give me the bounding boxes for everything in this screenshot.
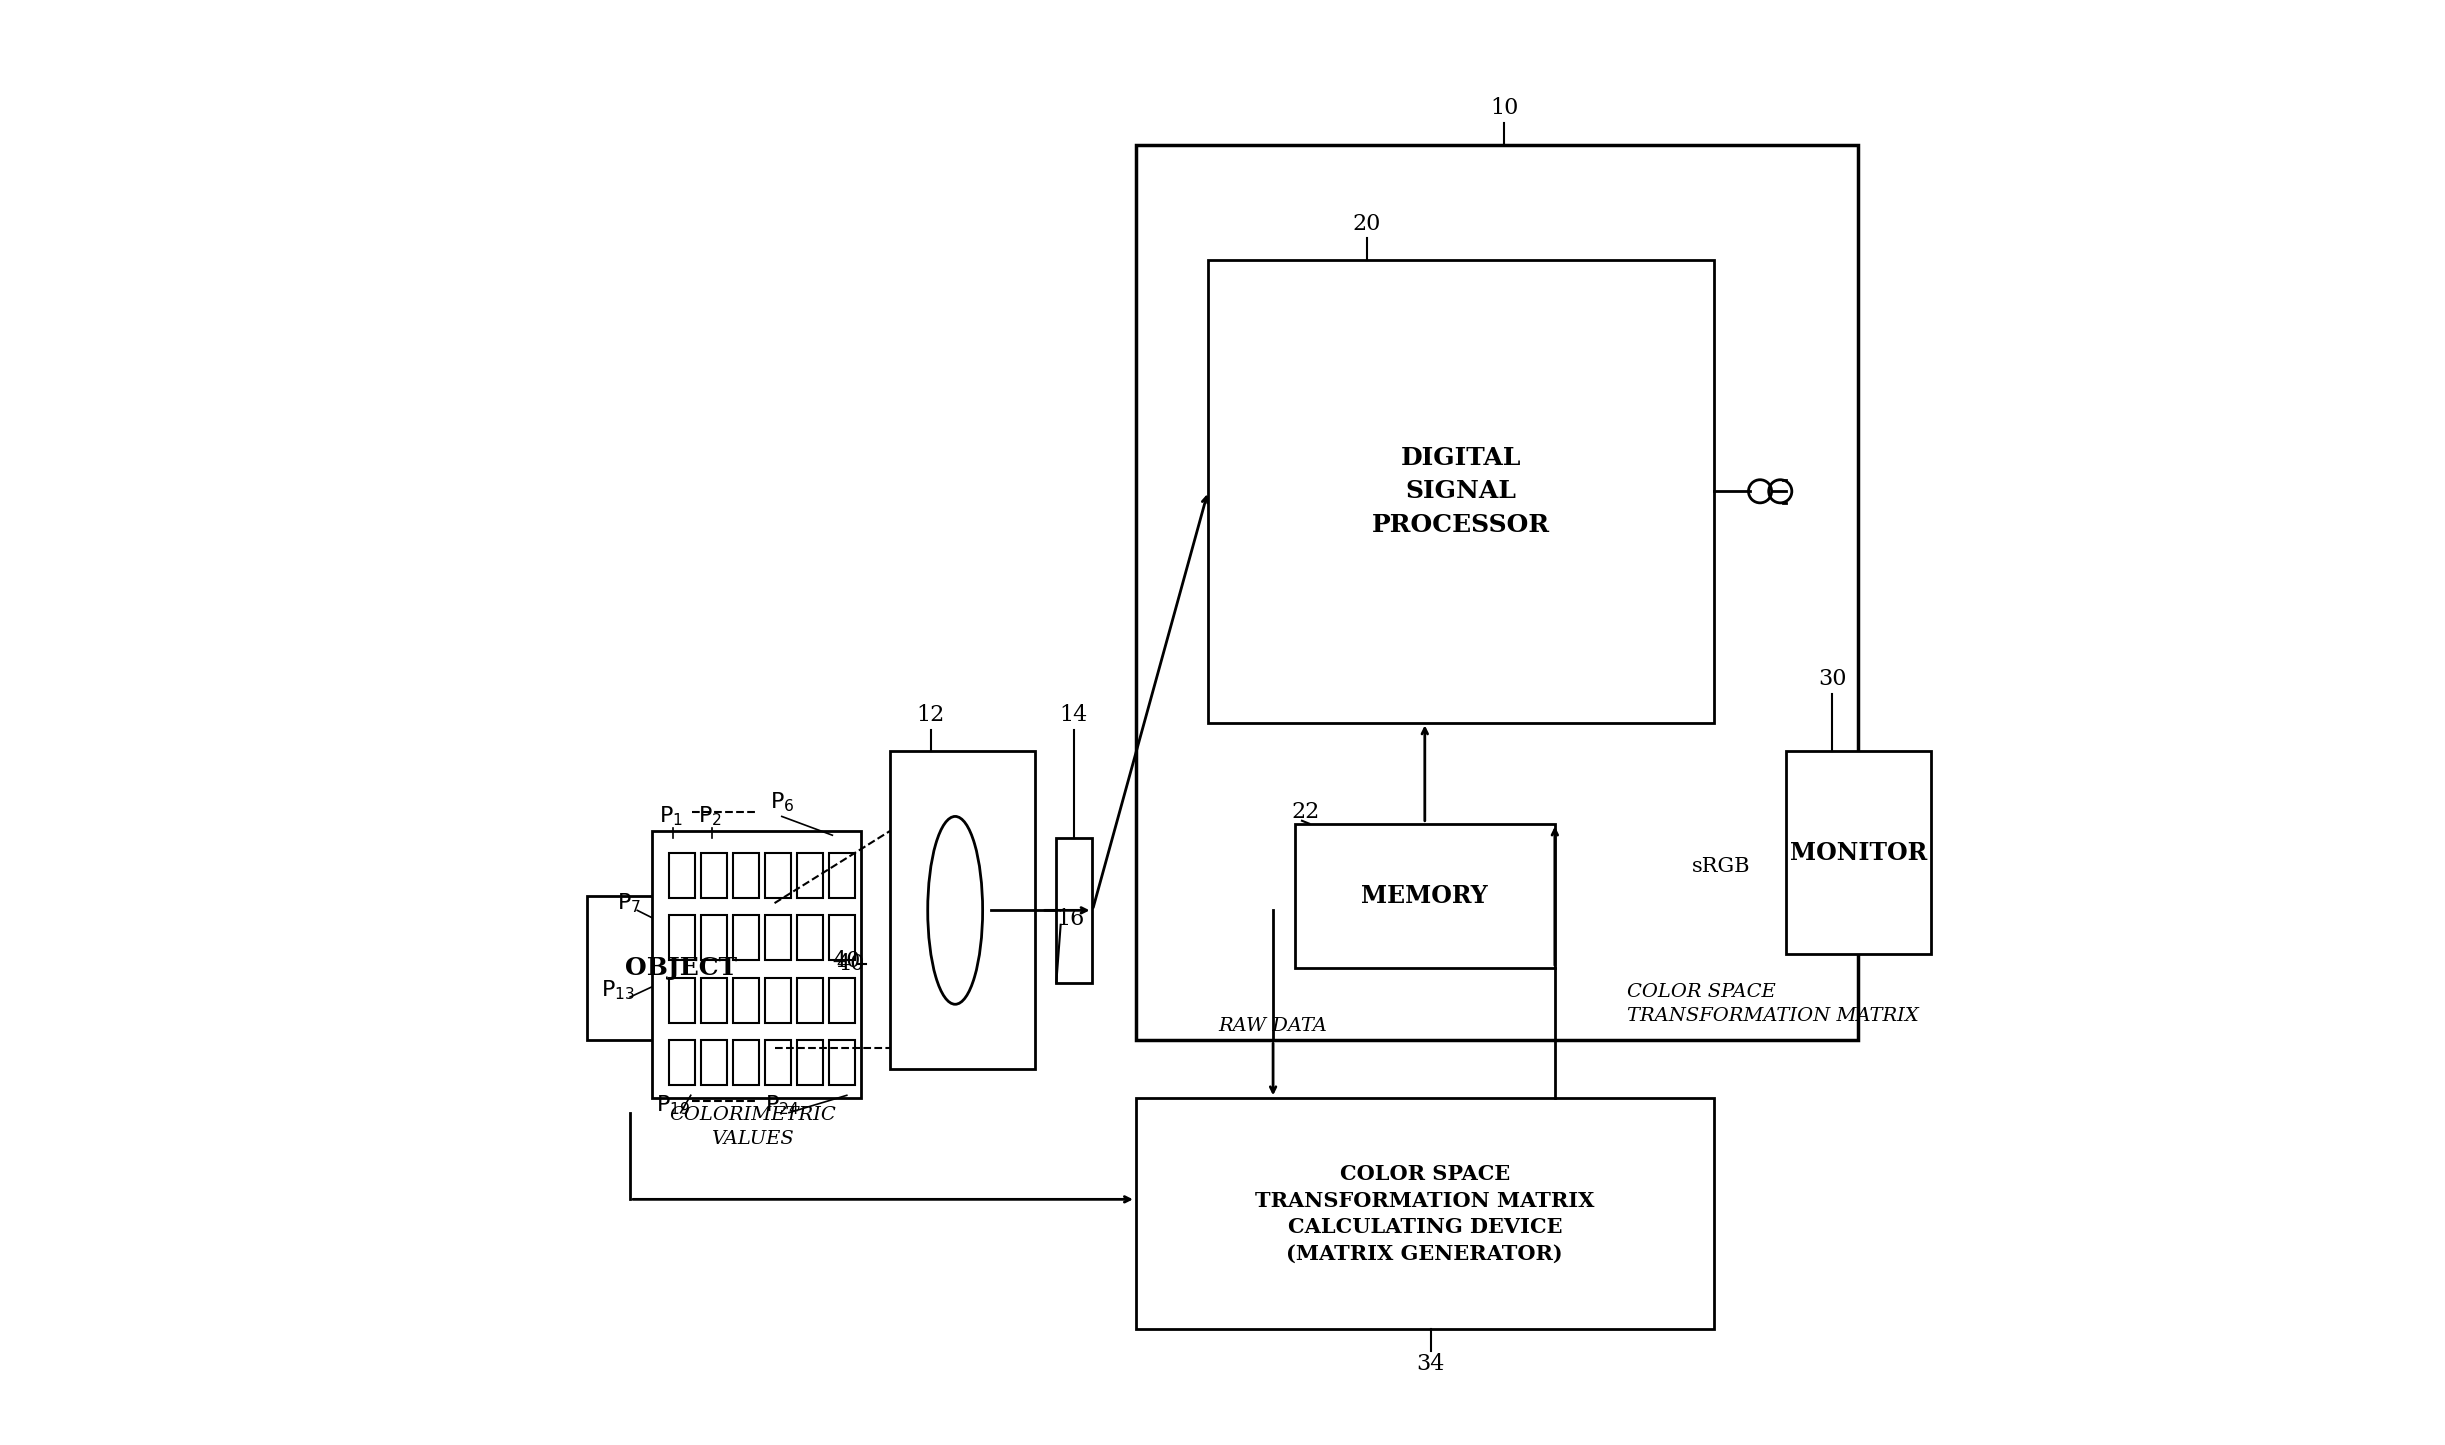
Bar: [829, 1040, 856, 1085]
Text: 30: 30: [1819, 668, 1846, 691]
Text: MEMORY: MEMORY: [1362, 884, 1489, 907]
Text: $\mathrm{P}_{13}$: $\mathrm{P}_{13}$: [601, 978, 636, 1001]
Text: COLOR SPACE
TRANSFORMATION MATRIX: COLOR SPACE TRANSFORMATION MATRIX: [1626, 984, 1919, 1025]
Bar: [1137, 144, 1858, 1040]
Text: $\mathrm{P}_{1}$: $\mathrm{P}_{1}$: [658, 805, 682, 828]
Bar: [797, 977, 822, 1023]
Text: sRGB: sRGB: [1692, 857, 1751, 877]
Bar: [734, 853, 758, 897]
Text: MONITOR: MONITOR: [1790, 841, 1927, 864]
Bar: [670, 915, 694, 961]
Text: 14: 14: [1059, 704, 1088, 727]
Text: 40: 40: [831, 949, 861, 972]
Text: COLOR SPACE
TRANSFORMATION MATRIX
CALCULATING DEVICE
(MATRIX GENERATOR): COLOR SPACE TRANSFORMATION MATRIX CALCUL…: [1254, 1165, 1594, 1263]
Text: 10: 10: [1489, 97, 1518, 120]
Bar: [1208, 260, 1714, 722]
Text: 20: 20: [1352, 212, 1381, 236]
Text: 22: 22: [1291, 801, 1320, 824]
Bar: [702, 1040, 726, 1085]
Bar: [653, 831, 861, 1098]
Bar: [829, 853, 856, 897]
Bar: [829, 977, 856, 1023]
Text: OBJECT: OBJECT: [623, 957, 736, 980]
Bar: [734, 977, 758, 1023]
Bar: [702, 853, 726, 897]
Bar: [765, 853, 790, 897]
Text: DIGITAL
SIGNAL
PROCESSOR: DIGITAL SIGNAL PROCESSOR: [1372, 447, 1550, 536]
Bar: [829, 915, 856, 961]
Bar: [1296, 824, 1555, 968]
Bar: [797, 853, 822, 897]
Text: RAW DATA: RAW DATA: [1218, 1017, 1328, 1035]
Bar: [670, 977, 694, 1023]
Bar: [1137, 1098, 1714, 1329]
Bar: [587, 896, 775, 1040]
Bar: [797, 915, 822, 961]
Text: $\mathrm{P}_{2}$: $\mathrm{P}_{2}$: [697, 805, 721, 828]
Bar: [765, 977, 790, 1023]
Text: COLORIMETRIC
VALUES: COLORIMETRIC VALUES: [670, 1107, 836, 1147]
Bar: [734, 1040, 758, 1085]
Bar: [670, 1040, 694, 1085]
Bar: [1056, 838, 1093, 983]
Text: 34: 34: [1416, 1353, 1445, 1376]
Bar: [765, 915, 790, 961]
Text: 40: 40: [836, 952, 866, 975]
Text: $\mathrm{P}_{24}$: $\mathrm{P}_{24}$: [765, 1094, 800, 1117]
Bar: [890, 751, 1034, 1069]
Bar: [702, 915, 726, 961]
Bar: [1785, 751, 1932, 954]
Text: $\mathrm{P}_{19}$: $\mathrm{P}_{19}$: [655, 1094, 689, 1117]
Text: 16: 16: [1056, 907, 1086, 931]
Text: 12: 12: [917, 704, 944, 727]
Bar: [765, 1040, 790, 1085]
Bar: [702, 977, 726, 1023]
Text: $\mathrm{P}_{6}$: $\mathrm{P}_{6}$: [770, 790, 795, 814]
Bar: [670, 853, 694, 897]
Ellipse shape: [927, 816, 983, 1004]
Bar: [797, 1040, 822, 1085]
Bar: [734, 915, 758, 961]
Text: $\mathrm{P}_{7}$: $\mathrm{P}_{7}$: [616, 892, 641, 915]
